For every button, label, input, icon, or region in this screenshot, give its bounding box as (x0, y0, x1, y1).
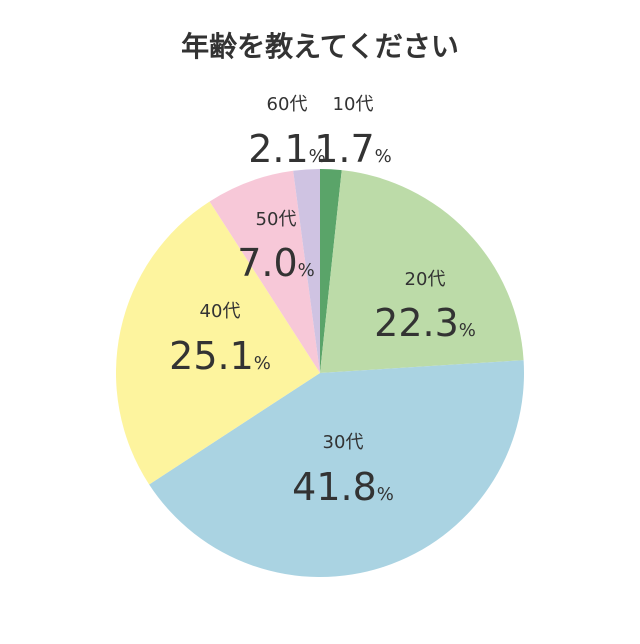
slice-value-label: 25.1% (169, 334, 271, 378)
pie-slice (293, 169, 320, 373)
slice-category-label: 50代 (256, 209, 297, 230)
slice-category-label: 30代 (323, 432, 364, 453)
slice-category-label: 60代 (267, 94, 308, 115)
slice-category-label: 40代 (200, 301, 241, 322)
percent-unit: % (254, 353, 271, 374)
percent-unit: % (377, 484, 394, 505)
slice-value-number: 41.8 (292, 465, 377, 509)
slice-value-number: 22.3 (374, 301, 459, 345)
slice-value-number: 7.0 (237, 241, 297, 285)
slice-category-label: 10代 (333, 94, 374, 115)
slice-value-number: 2.1 (248, 127, 308, 171)
slice-value-label: 22.3% (374, 301, 476, 345)
pie-slices (115, 169, 525, 578)
slice-value-label: 1.7% (314, 127, 392, 171)
slice-category-label: 20代 (405, 269, 446, 290)
slice-value-label: 7.0% (237, 241, 315, 285)
percent-unit: % (375, 146, 392, 167)
chart-title: 年齢を教えてください (181, 30, 459, 63)
percent-unit: % (298, 260, 315, 281)
slice-value-number: 25.1 (169, 334, 254, 378)
slice-value-label: 41.8% (292, 465, 394, 509)
pie-slice (209, 170, 320, 373)
slice-value-label: 2.1% (248, 127, 326, 171)
percent-unit: % (309, 146, 326, 167)
pie-slice (320, 169, 342, 373)
slice-value-number: 1.7 (314, 127, 374, 171)
pie-slice (149, 360, 525, 578)
pie-slice (320, 170, 524, 373)
percent-unit: % (459, 320, 476, 341)
pie-slice (115, 201, 320, 485)
pie-labels: 10代 1.7% 20代 22.3% 30代 41.8% 40代 25.1% 50代 7.0% 60… (169, 94, 476, 509)
